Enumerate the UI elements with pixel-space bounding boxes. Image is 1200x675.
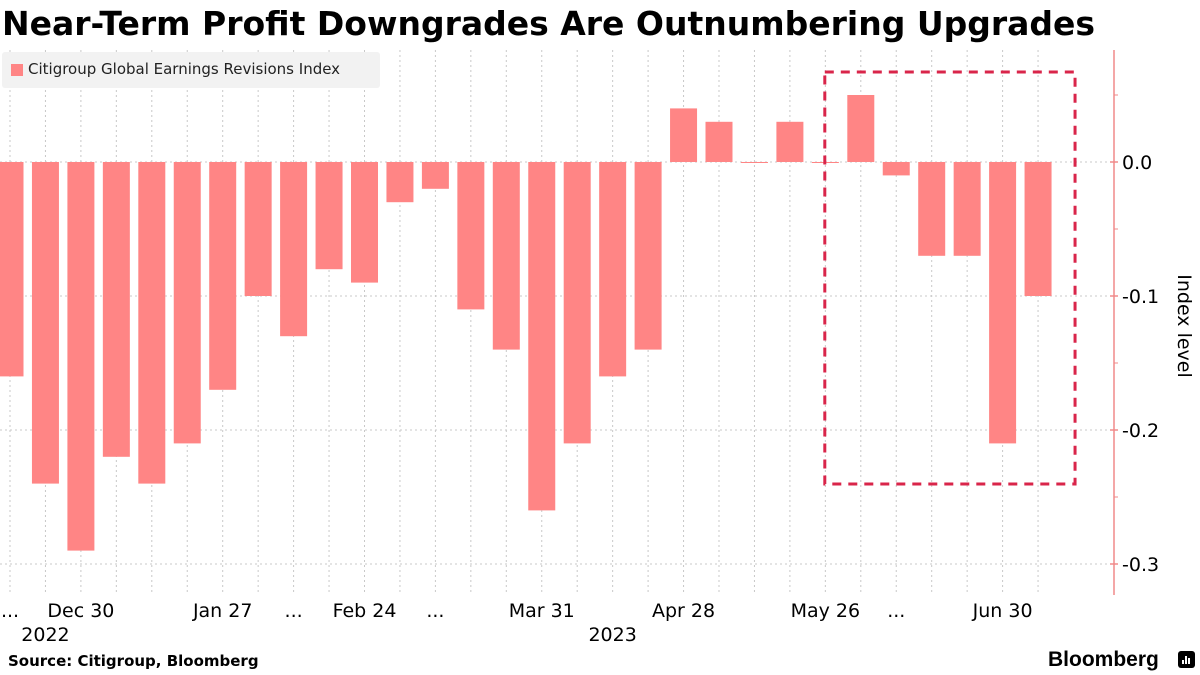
bar <box>882 162 910 176</box>
bar <box>989 162 1017 444</box>
bar <box>953 162 981 256</box>
bar <box>528 162 556 511</box>
bar <box>315 162 343 270</box>
bar <box>670 108 698 162</box>
bar <box>351 162 378 283</box>
x-tick-label: Apr 28 <box>652 600 715 622</box>
bloomberg-logo: Bloomberg <box>1048 648 1159 671</box>
bar <box>138 162 166 484</box>
y-tick-label: 0.0 <box>1122 152 1152 174</box>
x-tick-label: Jan 27 <box>192 600 253 622</box>
bar <box>0 162 24 377</box>
bloomberg-chart-icon <box>1178 651 1195 668</box>
bar <box>599 162 627 377</box>
x-tick-label: ... <box>285 600 303 622</box>
bar <box>209 162 237 390</box>
x-tick-label: ... <box>426 600 444 622</box>
y-tick-label: -0.2 <box>1122 420 1159 442</box>
x-year-label: 2022 <box>21 624 69 646</box>
x-tick-label: ... <box>1 600 19 622</box>
y-tick-label: -0.1 <box>1122 286 1159 308</box>
x-tick-label: Jun 30 <box>972 600 1033 622</box>
x-tick-label: Feb 24 <box>333 600 397 622</box>
highlight-box <box>823 70 1077 486</box>
bar <box>918 162 946 256</box>
x-year-label: 2023 <box>588 624 636 646</box>
source-note: Source: Citigroup, Bloomberg <box>8 652 259 670</box>
bar <box>492 162 520 350</box>
bar <box>31 162 59 484</box>
bar <box>1024 162 1052 296</box>
bar <box>457 162 485 310</box>
bar <box>776 121 804 162</box>
bar <box>280 162 308 337</box>
x-tick-label: May 26 <box>791 600 861 622</box>
legend-label: Citigroup Global Earnings Revisions Inde… <box>28 60 341 78</box>
bar <box>563 162 591 444</box>
legend-swatch <box>11 64 23 76</box>
bar <box>386 162 414 203</box>
legend: Citigroup Global Earnings Revisions Inde… <box>2 52 380 88</box>
bar <box>173 162 201 444</box>
y-axis-label: Index level <box>1173 274 1195 378</box>
chart-title: Near-Term Profit Downgrades Are Outnumbe… <box>2 4 1096 43</box>
bar <box>244 162 272 296</box>
bar <box>740 162 768 163</box>
y-tick-label: -0.3 <box>1122 554 1159 576</box>
bar <box>102 162 130 457</box>
x-tick-label: Mar 31 <box>509 600 575 622</box>
bar <box>67 162 95 551</box>
bar <box>705 121 733 162</box>
bar <box>847 95 875 162</box>
bar <box>421 162 449 189</box>
x-tick-label: Dec 30 <box>47 600 114 622</box>
x-tick-label: ... <box>887 600 905 622</box>
bar <box>634 162 662 350</box>
